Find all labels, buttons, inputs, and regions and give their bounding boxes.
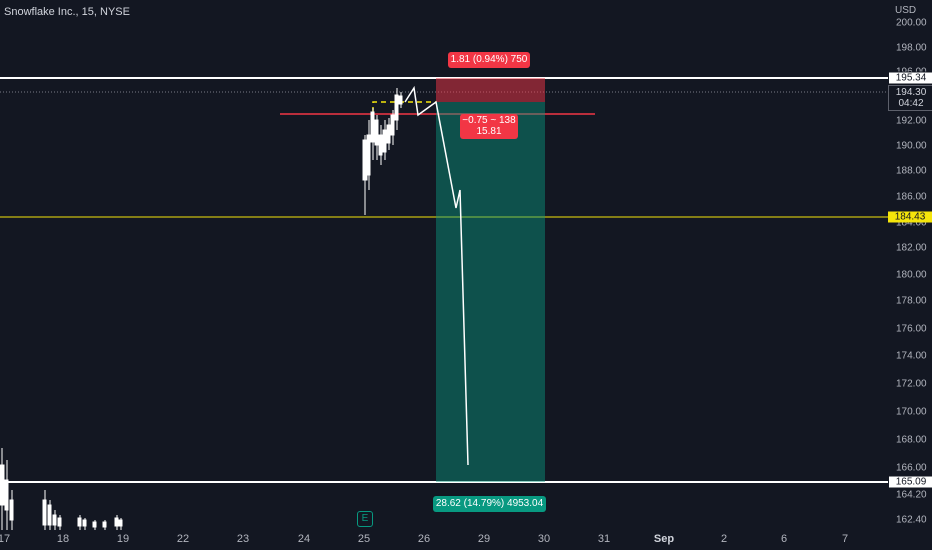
time-tick: 22 — [176, 533, 190, 545]
price-tick: 190.00 — [896, 140, 927, 152]
open-pnl-line2: 15.81 — [476, 126, 502, 137]
price-tick: 186.00 — [896, 191, 927, 203]
chart-title: Snowflake Inc., 15, NYSE — [4, 6, 130, 18]
price-tick: 178.00 — [896, 295, 927, 307]
price-tick: 200.00 — [896, 17, 927, 29]
price-tick: 180.00 — [896, 269, 927, 281]
time-tick: 24 — [297, 533, 311, 545]
stop-loss-label[interactable]: 1.81 (0.94%) 750 — [448, 52, 530, 68]
price-tick: 198.00 — [896, 42, 927, 54]
price-tick: 188.00 — [896, 165, 927, 177]
entry-dashed-line — [372, 101, 436, 112]
time-tick: 30 — [537, 533, 551, 545]
time-tick: 6 — [780, 533, 788, 545]
time-tick: 25 — [357, 533, 371, 545]
price-tick: 168.00 — [896, 434, 927, 446]
price-tick: 170.00 — [896, 406, 927, 418]
price-tick: 184.00 — [896, 217, 927, 229]
time-tick: 19 — [116, 533, 130, 545]
time-tick: 2 — [720, 533, 728, 545]
resistance-price-label: 195.34 — [888, 71, 932, 85]
price-tick: 162.40 — [896, 514, 927, 526]
projection-path — [404, 85, 469, 466]
price-tick: 182.00 — [896, 242, 927, 254]
price-tick: 174.00 — [896, 350, 927, 362]
yellow-level-price-label: 184.43 — [888, 211, 932, 223]
price-tick: 176.00 — [896, 323, 927, 335]
time-tick: 31 — [597, 533, 611, 545]
currency-label[interactable]: USD — [895, 5, 917, 16]
take-profit-label[interactable]: 28.62 (14.79%) 4953.04 — [433, 496, 546, 512]
target-zone — [436, 102, 545, 482]
open-pnl-line1: −0.75 ~ 138 — [462, 115, 516, 126]
price-tick: 164.20 — [896, 489, 927, 501]
time-tick: 29 — [477, 533, 491, 545]
earnings-e-icon[interactable]: E — [357, 511, 373, 527]
price-tick: 172.00 — [896, 378, 927, 390]
current-price-value: 194.30 — [895, 87, 927, 98]
time-tick: 7 — [841, 533, 849, 545]
time-tick: 17 — [0, 533, 11, 545]
open-pnl-label[interactable]: −0.75 ~ 138 15.81 — [460, 114, 518, 139]
price-candles-cluster — [362, 88, 403, 215]
bar-countdown: 04:42 — [898, 98, 924, 109]
time-tick: 23 — [236, 533, 250, 545]
price-tick: 192.00 — [896, 115, 927, 127]
stop-zone — [436, 78, 545, 102]
support-price-label: 165.09 — [888, 475, 932, 489]
current-price-label: 194.30 04:42 — [888, 85, 932, 111]
time-tick: 18 — [56, 533, 70, 545]
price-tick: 166.00 — [896, 462, 927, 474]
price-candles-left — [0, 448, 123, 530]
time-tick: Sep — [653, 533, 675, 545]
time-tick: 26 — [417, 533, 431, 545]
